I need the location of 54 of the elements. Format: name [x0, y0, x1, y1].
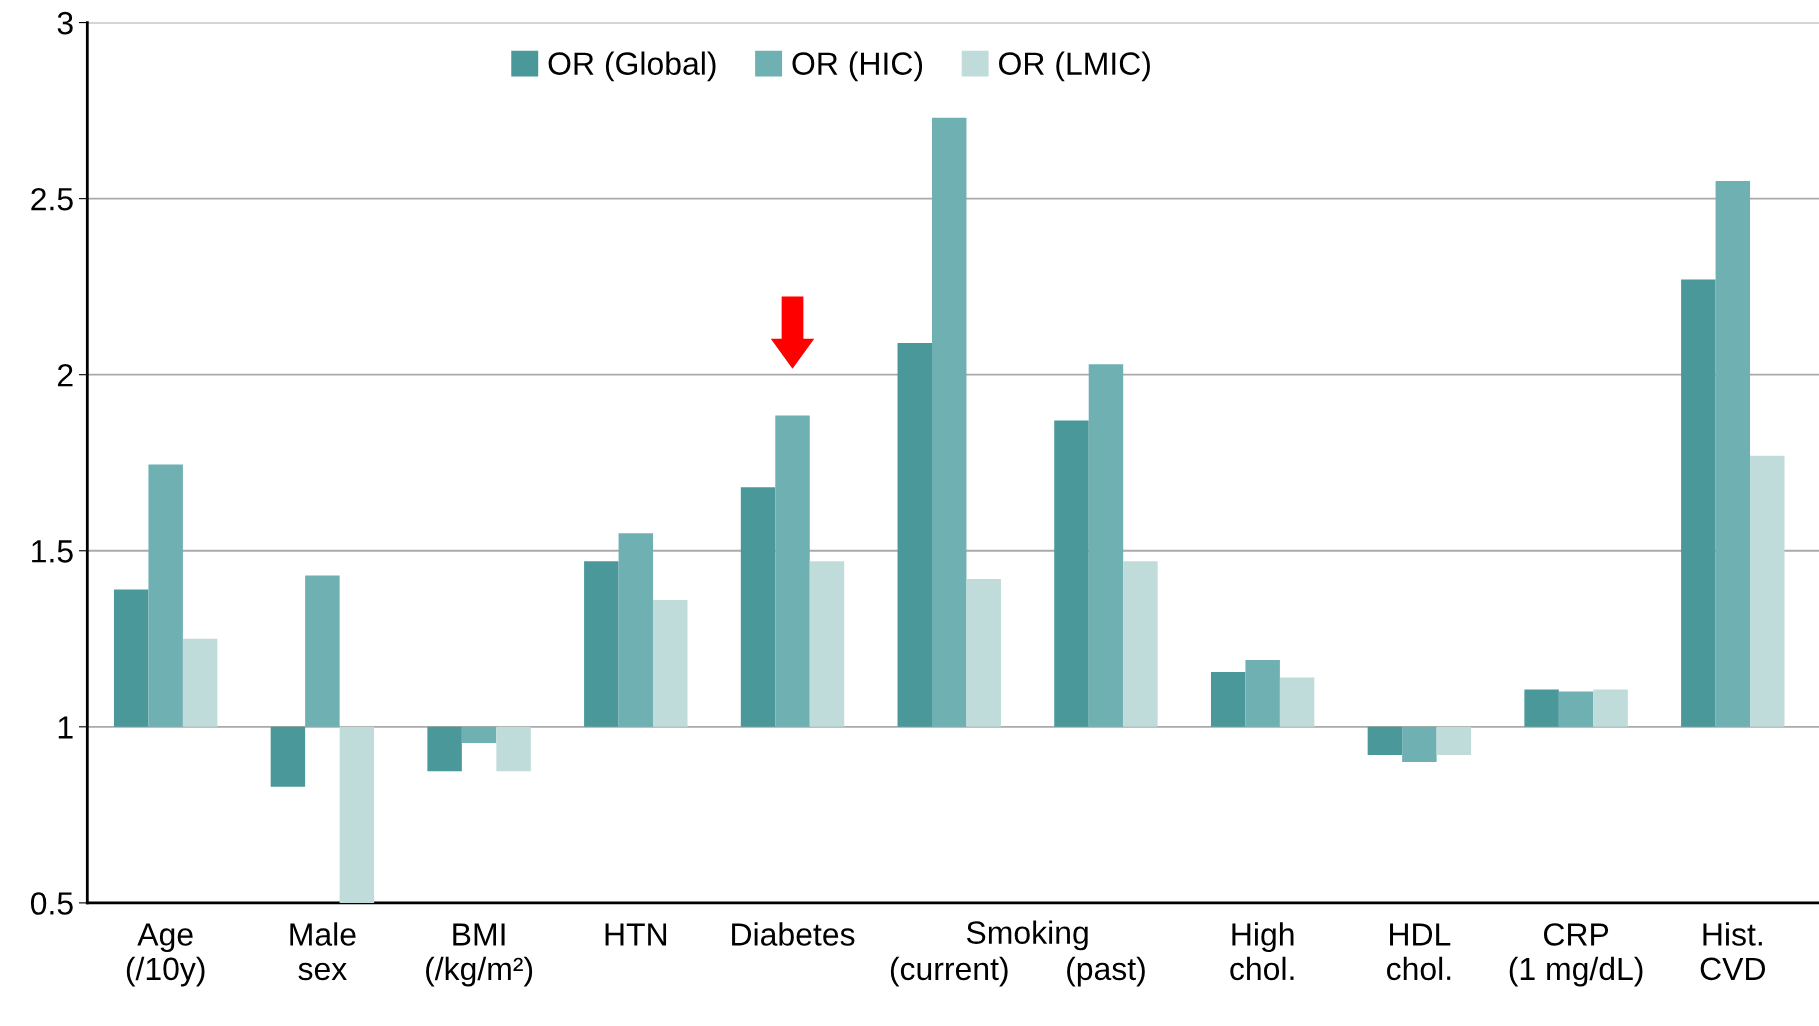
- bar: [932, 117, 967, 727]
- x-tick-label: Diabetes: [732, 922, 855, 946]
- bar: [1681, 279, 1716, 727]
- bar: [1245, 659, 1280, 727]
- x-tick-label: HTN: [605, 923, 667, 946]
- x-tick-label: CRP (1 mg/dL): [1509, 923, 1643, 987]
- bar: [182, 638, 218, 727]
- x-tick-label: HDL chol.: [1387, 923, 1451, 981]
- bar: [897, 343, 932, 727]
- y-tick-label: 2.5: [31, 187, 73, 211]
- bar: [1123, 561, 1158, 727]
- x-tick-label: Male sex: [290, 922, 356, 981]
- bar: [1402, 726, 1437, 763]
- bar: [113, 589, 149, 727]
- bar: [1524, 689, 1559, 727]
- bar: [1715, 181, 1751, 727]
- bar: [618, 533, 654, 727]
- bar: [1088, 364, 1124, 727]
- bar: [966, 578, 1001, 727]
- bar: [427, 726, 462, 772]
- x-tick-label: Age (/10y): [126, 923, 205, 987]
- legend-label: OR (Global): [548, 51, 716, 82]
- bar: [1279, 677, 1315, 727]
- text: Smoking: [966, 920, 1088, 951]
- y-tick-label: 1.5: [32, 540, 73, 563]
- y-tick-label: 2: [57, 363, 73, 387]
- bar: [1210, 671, 1246, 727]
- x-tick-label: High chol.: [1230, 922, 1294, 981]
- y-tick-label: 3: [57, 11, 73, 35]
- legend-label: OR (HIC): [792, 51, 923, 82]
- bar: [775, 415, 810, 727]
- x-tick-label: (current): [890, 956, 1008, 987]
- bar: [740, 487, 776, 727]
- x-tick-label: Hist. CVD: [1700, 922, 1765, 981]
- bar: [148, 464, 183, 727]
- y-tick-label: 0.5: [30, 892, 73, 915]
- legend-label: OR (LMIC): [999, 51, 1150, 82]
- bar: [584, 561, 619, 727]
- bar: [339, 726, 375, 903]
- y-tick-label: 1: [58, 716, 73, 739]
- bar: [1054, 420, 1089, 727]
- bar: [461, 726, 497, 744]
- bar: [1750, 455, 1785, 727]
- bar: [270, 726, 306, 787]
- bar: [1367, 726, 1403, 755]
- x-tick-label: BMI (/kg/m²): [426, 923, 533, 987]
- bar: [809, 561, 845, 727]
- bar: [1436, 726, 1472, 755]
- bar: [653, 600, 688, 727]
- bar: [496, 726, 531, 772]
- bar: [305, 575, 340, 727]
- bar: [1593, 689, 1628, 727]
- bar: [1558, 691, 1594, 727]
- x-tick-label: (past): [1067, 956, 1145, 987]
